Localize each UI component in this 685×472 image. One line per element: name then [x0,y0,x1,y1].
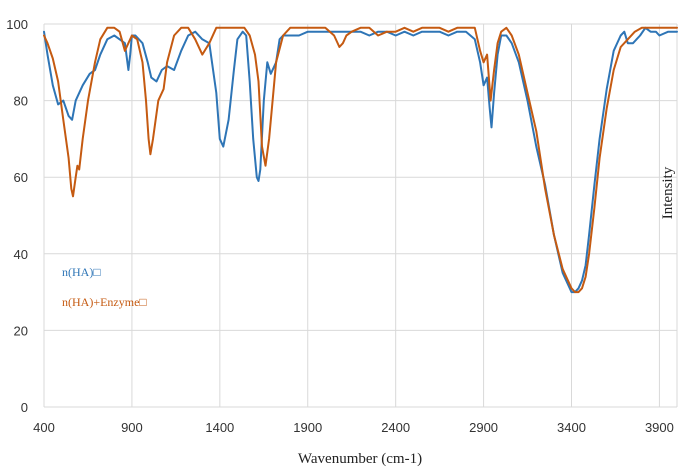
x-tick-label: 2400 [381,420,410,435]
series-group [43,26,678,294]
y-tick-label: 60 [14,170,28,185]
x-tick-label: 900 [121,420,143,435]
x-tick-label: 1900 [293,420,322,435]
y-axis-title: Intensity [660,166,676,219]
y-tick-label: 20 [14,323,28,338]
x-tick-label: 1400 [205,420,234,435]
x-tick-label: 400 [33,420,55,435]
y-tick-label: 80 [14,94,28,109]
y-tick-label: 100 [6,17,28,32]
y-tick-label: 0 [21,400,28,415]
grid-lines [43,23,678,408]
series-line-0 [43,26,678,294]
x-tick-label: 3400 [557,420,586,435]
legend-entry-n-ha-enzyme: n(HA)+Enzyme□ [62,295,147,309]
x-tick-label: 3900 [645,420,674,435]
tick-labels: 0 20 40 60 80 100 400 900 1400 1900 2400 2900 3400 39… [6,17,674,435]
y-tick-label: 40 [14,247,28,262]
x-axis-title: Wavenumber (cm-1) [298,451,422,467]
x-tick-label: 2900 [469,420,498,435]
legend-entry-n-ha: n(HA)□ [62,265,101,279]
series-line-1 [43,26,678,294]
